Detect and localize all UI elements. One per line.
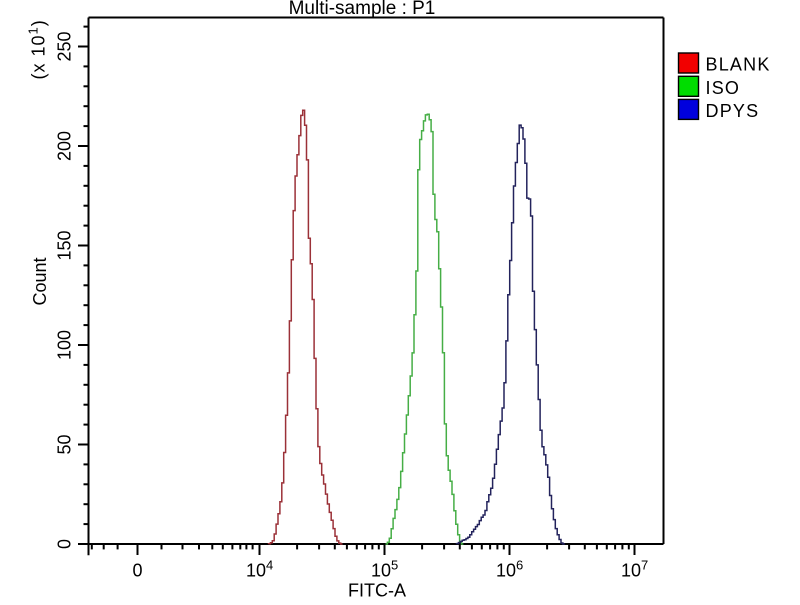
svg-text:150: 150 bbox=[55, 230, 75, 260]
svg-text:200: 200 bbox=[55, 131, 75, 161]
svg-text:100: 100 bbox=[55, 330, 75, 360]
svg-text:FITC-A: FITC-A bbox=[348, 581, 406, 601]
svg-text:0: 0 bbox=[132, 561, 142, 581]
svg-text:250: 250 bbox=[55, 31, 75, 61]
svg-text:Multi-sample : P1: Multi-sample : P1 bbox=[289, 0, 436, 19]
svg-text:DPYS: DPYS bbox=[706, 101, 760, 121]
svg-text:0: 0 bbox=[55, 539, 75, 549]
svg-text:Count: Count bbox=[30, 257, 50, 305]
svg-text:ISO: ISO bbox=[706, 78, 741, 98]
svg-text:50: 50 bbox=[55, 434, 75, 454]
svg-text:BLANK: BLANK bbox=[706, 55, 771, 75]
